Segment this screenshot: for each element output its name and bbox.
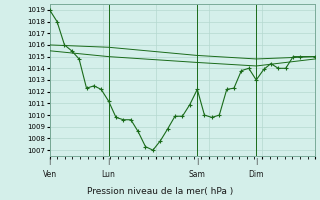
Text: |: |: [196, 158, 198, 165]
Text: |: |: [48, 158, 51, 165]
Text: |: |: [255, 158, 257, 165]
Text: Dim: Dim: [249, 170, 264, 179]
Text: Ven: Ven: [43, 170, 57, 179]
Text: Lun: Lun: [102, 170, 116, 179]
Text: Sam: Sam: [189, 170, 206, 179]
Text: Pression niveau de la mer( hPa ): Pression niveau de la mer( hPa ): [87, 187, 233, 196]
Text: |: |: [108, 158, 110, 165]
